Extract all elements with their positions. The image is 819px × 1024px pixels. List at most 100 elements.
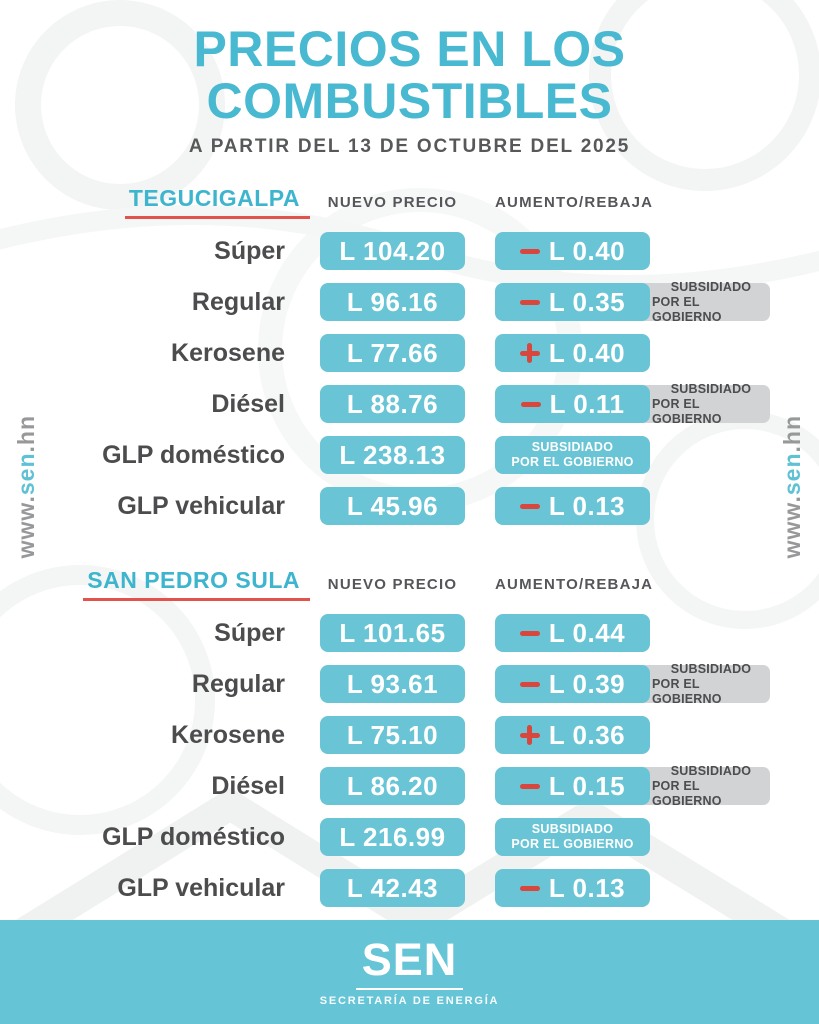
subsidy-tag-line-1: SUBSIDIADO: [670, 381, 752, 396]
new-price-box: L 42.43: [320, 869, 465, 907]
subsidy-tag: SUBSIDIADO POR EL GOBIERNO: [642, 763, 770, 808]
subsidy-tag: SUBSIDIADO POR EL GOBIERNO: [642, 381, 770, 426]
subsidy-tag-line-1: SUBSIDIADO: [670, 763, 752, 778]
sections: TEGUCIGALPA NUEVO PRECIO AUMENTO/REBAJA …: [0, 185, 770, 907]
city-section: TEGUCIGALPA NUEVO PRECIO AUMENTO/REBAJA …: [0, 185, 770, 525]
fuel-label: GLP doméstico: [102, 440, 285, 469]
change-box: L 0.15: [495, 767, 650, 805]
subsidized-line-1: SUBSIDIADO: [531, 822, 614, 836]
fuel-label: Súper: [214, 618, 285, 647]
change-box: L 0.36: [495, 716, 650, 754]
change-cell: L 0.13: [495, 869, 770, 907]
fuel-label: Diésel: [211, 771, 285, 800]
rows: Súper L 104.20 L 0.40 Regular L 96.16 L …: [0, 232, 770, 525]
fuel-label: Regular: [191, 669, 285, 698]
fuel-row: GLP vehicular L 42.43 L 0.13: [0, 869, 770, 907]
column-header-change: AUMENTO/REBAJA: [495, 193, 654, 211]
city-name: SAN PEDRO SULA: [83, 567, 310, 601]
change-cell: L 0.15 SUBSIDIADO POR EL GOBIERNO: [495, 763, 770, 808]
sen-org-name: SECRETARÍA DE ENERGÍA: [319, 995, 500, 1007]
column-header-new-price: NUEVO PRECIO: [327, 193, 458, 211]
subsidized-line-2: POR EL GOBIERNO: [511, 837, 634, 851]
title-line-1: PRECIOS EN LOS: [193, 21, 626, 77]
fuel-label: Regular: [191, 287, 285, 316]
change-amount: L 0.15: [548, 770, 626, 801]
new-price-box: L 101.65: [320, 614, 465, 652]
new-price-box: L 45.96: [320, 487, 465, 525]
url-highlight: sen: [779, 452, 805, 496]
fuel-row: Regular L 96.16 L 0.35 SUBSIDIADO POR EL…: [0, 279, 770, 324]
change-cell: L 0.36: [495, 716, 770, 754]
rows: Súper L 101.65 L 0.44 Regular L 93.61 L …: [0, 614, 770, 907]
fuel-row: GLP doméstico L 238.13 SUBSIDIADO POR EL …: [0, 436, 770, 474]
change-cell: L 0.44: [495, 614, 770, 652]
header: PRECIOS EN LOS COMBUSTIBLES A PARTIR DEL…: [0, 0, 819, 158]
change-amount: L 0.13: [548, 872, 626, 903]
fuel-label: GLP doméstico: [102, 822, 285, 851]
change-cell: L 0.35 SUBSIDIADO POR EL GOBIERNO: [495, 279, 770, 324]
column-header-change: AUMENTO/REBAJA: [495, 575, 654, 593]
change-amount: L 0.36: [548, 719, 626, 750]
change-cell: L 0.39 SUBSIDIADO POR EL GOBIERNO: [495, 662, 770, 706]
minus-icon: [520, 394, 541, 414]
subsidy-tag-line-2: POR EL GOBIERNO: [652, 396, 722, 426]
subsidy-tag-line-2: POR EL GOBIERNO: [652, 294, 722, 324]
fuel-label: Diésel: [211, 389, 285, 418]
change-cell: L 0.40: [495, 232, 770, 270]
change-amount: L 0.40: [548, 337, 626, 368]
change-box: L 0.39: [495, 665, 650, 703]
change-amount: L 0.11: [549, 388, 625, 419]
fuel-label: GLP vehicular: [117, 873, 285, 902]
fuel-row: Kerosene L 77.66 L 0.40: [0, 334, 770, 372]
subsidy-tag-line-2: POR EL GOBIERNO: [652, 778, 722, 808]
title-line-2: COMBUSTIBLES: [206, 72, 613, 129]
page-title: PRECIOS EN LOS COMBUSTIBLES: [0, 21, 819, 129]
minus-icon: [519, 292, 540, 312]
fuel-row: Kerosene L 75.10 L 0.36: [0, 716, 770, 754]
change-cell: L 0.11 SUBSIDIADO POR EL GOBIERNO: [495, 381, 770, 426]
subsidy-tag-line-2: POR EL GOBIERNO: [652, 676, 722, 706]
change-amount: L 0.40: [548, 235, 626, 266]
sen-logo: SEN: [355, 937, 464, 990]
subsidized-box: SUBSIDIADO POR EL GOBIERNO: [495, 436, 650, 474]
change-cell: SUBSIDIADO POR EL GOBIERNO: [495, 436, 770, 474]
new-price-box: L 88.76: [320, 385, 465, 423]
plus-icon: [519, 725, 540, 745]
subsidy-tag: SUBSIDIADO POR EL GOBIERNO: [642, 662, 770, 706]
change-amount: L 0.44: [548, 617, 626, 648]
minus-icon: [519, 878, 540, 898]
change-box: L 0.11: [495, 385, 650, 423]
fuel-row: GLP vehicular L 45.96 L 0.13: [0, 487, 770, 525]
change-box: L 0.13: [495, 487, 650, 525]
minus-icon: [519, 674, 540, 694]
minus-icon: [519, 776, 540, 796]
subsidized-line-1: SUBSIDIADO: [531, 440, 614, 454]
new-price-box: L 77.66: [320, 334, 465, 372]
new-price-box: L 104.20: [320, 232, 465, 270]
new-price-box: L 93.61: [320, 665, 465, 703]
change-cell: SUBSIDIADO POR EL GOBIERNO: [495, 818, 770, 856]
change-box: L 0.44: [495, 614, 650, 652]
new-price-box: L 216.99: [320, 818, 465, 856]
change-box: L 0.40: [495, 334, 650, 372]
fuel-row: Diésel L 86.20 L 0.15 SUBSIDIADO POR EL …: [0, 763, 770, 808]
fuel-label: Kerosene: [171, 720, 285, 749]
effective-date-subtitle: A PARTIR DEL 13 DE OCTUBRE DEL 2025: [188, 136, 631, 157]
new-price-box: L 96.16: [320, 283, 465, 321]
city-name: TEGUCIGALPA: [124, 185, 310, 219]
fuel-label: Súper: [214, 236, 285, 265]
minus-icon: [519, 623, 540, 643]
fuel-label: GLP vehicular: [117, 491, 285, 520]
table-header-row: TEGUCIGALPA NUEVO PRECIO AUMENTO/REBAJA: [0, 185, 770, 219]
plus-icon: [519, 343, 540, 363]
minus-icon: [519, 496, 540, 516]
city-section: SAN PEDRO SULA NUEVO PRECIO AUMENTO/REBA…: [0, 567, 770, 907]
fuel-label: Kerosene: [171, 338, 285, 367]
change-amount: L 0.13: [548, 490, 626, 521]
subsidized-line-2: POR EL GOBIERNO: [511, 455, 634, 469]
table-header-row: SAN PEDRO SULA NUEVO PRECIO AUMENTO/REBA…: [0, 567, 770, 601]
fuel-row: Súper L 101.65 L 0.44: [0, 614, 770, 652]
subsidy-tag-line-1: SUBSIDIADO: [670, 279, 752, 294]
subsidy-tag: SUBSIDIADO POR EL GOBIERNO: [642, 279, 770, 324]
